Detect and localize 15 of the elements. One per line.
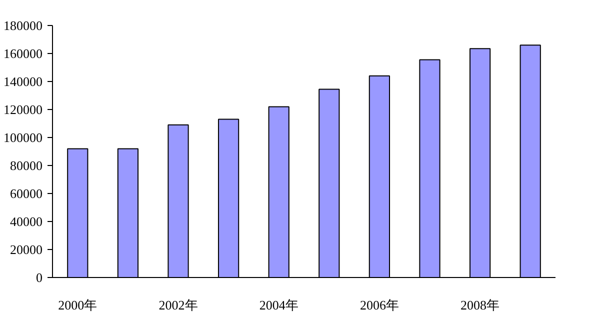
x-tick-label: 2006年: [360, 298, 399, 312]
x-tick-label: 2002年: [158, 298, 198, 312]
y-tick-label: 80000: [10, 158, 42, 173]
y-tick-label: 0: [36, 270, 42, 285]
y-tick-label: 160000: [4, 46, 42, 61]
x-tick-label: 2000年: [58, 298, 98, 312]
y-tick-label: 140000: [4, 74, 42, 89]
x-tick-label: 2004年: [259, 298, 298, 312]
y-tick-label: 60000: [10, 186, 42, 201]
y-tick-label: 20000: [10, 242, 42, 257]
y-tick-label: 180000: [4, 18, 42, 33]
y-tick-label: 40000: [10, 214, 42, 229]
y-tick-label: 120000: [4, 102, 42, 117]
y-tick-label: 100000: [4, 130, 42, 145]
x-tick-label: 2008年: [460, 298, 500, 312]
